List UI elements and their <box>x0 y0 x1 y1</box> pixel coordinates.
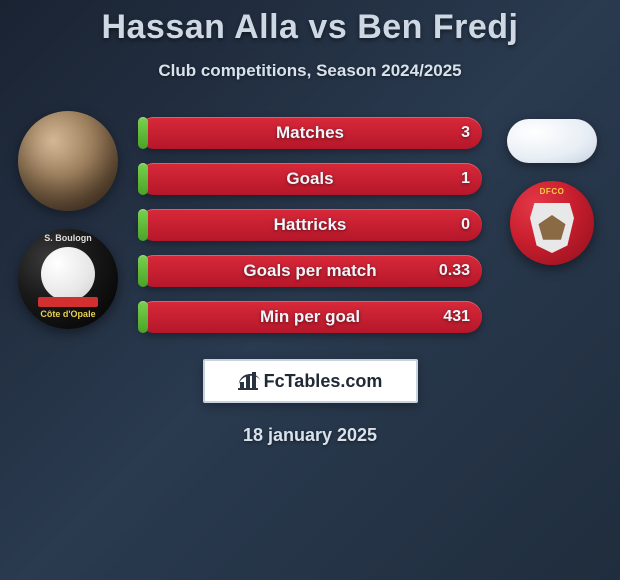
stat-label: Goals per match <box>243 261 376 281</box>
stat-value-right: 3 <box>461 124 470 142</box>
stat-pill: Goals 1 <box>138 163 482 195</box>
stat-pill: Matches 3 <box>138 117 482 149</box>
club-a-badge-text-bot: Côte d'Opale <box>40 309 95 319</box>
left-side: S. Boulogn Côte d'Opale <box>8 111 128 329</box>
stat-pill-fill <box>138 255 148 287</box>
stat-pill-fill <box>138 163 148 195</box>
club-b-shield-icon <box>530 203 574 253</box>
player-b-avatar <box>507 119 597 163</box>
stat-label: Matches <box>276 123 344 143</box>
comparison-title: Hassan Alla vs Ben Fredj <box>0 8 620 47</box>
stat-label: Hattricks <box>274 215 347 235</box>
stat-label: Goals <box>286 169 333 189</box>
stat-pill-fill <box>138 117 148 149</box>
subtitle: Club competitions, Season 2024/2025 <box>0 61 620 81</box>
stat-pill-fill <box>138 209 148 241</box>
club-a-badge-stripe <box>38 297 98 307</box>
site-badge[interactable]: FcTables.com <box>203 359 418 403</box>
chart-icon <box>238 372 260 390</box>
club-b-badge-arc: DFCO <box>540 187 565 196</box>
site-name: FcTables.com <box>264 371 383 392</box>
header: Hassan Alla vs Ben Fredj Club competitio… <box>0 0 620 81</box>
player-a-avatar <box>18 111 118 211</box>
content-row: S. Boulogn Côte d'Opale Matches 3 Goals 1 Ha… <box>0 81 620 333</box>
club-b-badge: DFCO <box>510 181 594 265</box>
player-a-name: Hassan Alla <box>101 8 298 46</box>
stat-value-right: 431 <box>443 308 470 326</box>
club-a-badge: S. Boulogn Côte d'Opale <box>18 229 118 329</box>
player-b-name: Ben Fredj <box>357 8 518 46</box>
stat-pill: Goals per match 0.33 <box>138 255 482 287</box>
stat-value-right: 0 <box>461 216 470 234</box>
right-side: DFCO <box>492 111 612 265</box>
stat-pill: Min per goal 431 <box>138 301 482 333</box>
stat-value-right: 0.33 <box>439 262 470 280</box>
date-label: 18 january 2025 <box>0 425 620 446</box>
club-a-badge-text-top: S. Boulogn <box>44 233 92 243</box>
stat-pill-fill <box>138 301 148 333</box>
stat-label: Min per goal <box>260 307 360 327</box>
stat-value-right: 1 <box>461 170 470 188</box>
vs-separator: vs <box>308 8 347 46</box>
stat-pill: Hattricks 0 <box>138 209 482 241</box>
stats-column: Matches 3 Goals 1 Hattricks 0 Goals per match 0… <box>138 111 482 333</box>
